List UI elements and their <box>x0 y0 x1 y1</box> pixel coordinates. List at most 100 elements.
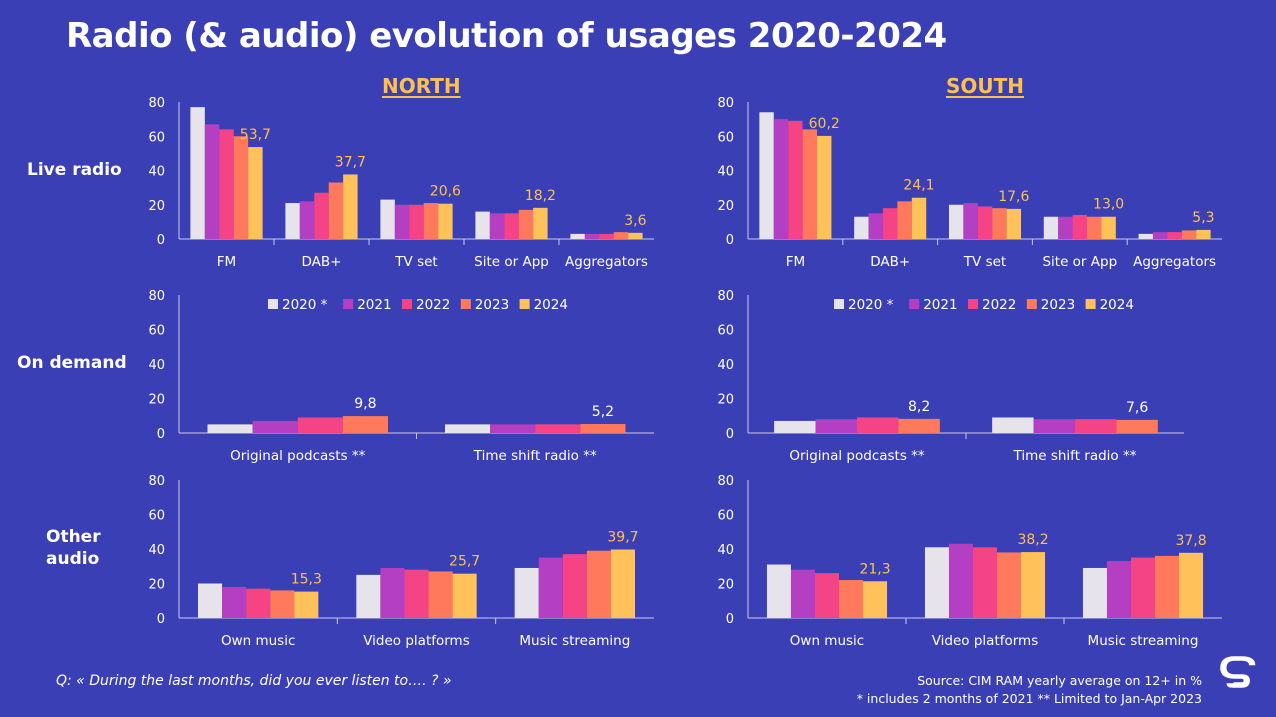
south-ondemand-legend-swatch <box>1026 299 1037 309</box>
south-ondemand-bar <box>815 419 857 433</box>
north-live-ytick-label: 40 <box>148 165 165 180</box>
north-live-bar <box>570 233 585 239</box>
north-other-bar <box>428 571 453 618</box>
south-ondemand-legend-swatch <box>834 299 844 309</box>
south-live-category-label: Site or App <box>1042 254 1117 270</box>
north-ondemand-legend-label: 2021 <box>357 297 391 313</box>
north-live-ytick-label: 0 <box>157 233 165 248</box>
south-live-category-label: FM <box>786 254 805 270</box>
south-other-bar <box>948 543 973 618</box>
north-ondemand-legend-label: 2022 <box>416 297 450 313</box>
north-live-data-label: 37,7 <box>335 154 366 170</box>
north-other-bar <box>294 591 319 618</box>
south-ondemand-legend-label: 2022 <box>982 297 1016 313</box>
row-label-other-line2: audio <box>46 549 100 569</box>
south-live-ytick-label: 40 <box>717 165 734 180</box>
north-other-ytick-label: 40 <box>148 543 165 558</box>
north-live-bar <box>233 136 249 239</box>
north-live-bar <box>409 204 424 239</box>
south-live-data-label: 24,1 <box>903 178 934 194</box>
south-ondemand-category-label: Original podcasts ** <box>789 448 925 464</box>
north-live-bar <box>533 207 548 239</box>
north-live-ytick-label: 80 <box>148 96 165 111</box>
south-ondemand-legend-label: 2024 <box>1100 297 1134 313</box>
north-live-bar <box>328 182 344 239</box>
brand-logo <box>1220 656 1256 688</box>
north-ondemand-bar <box>252 420 298 433</box>
south-live-bar <box>1152 232 1168 239</box>
north-ondemand-ytick-label: 60 <box>148 324 165 339</box>
source-line-2: * includes 2 months of 2021 ** Limited t… <box>856 691 1202 706</box>
south-other-ytick-label: 60 <box>717 509 734 524</box>
south-live-bar <box>897 201 912 239</box>
south-ondemand-bar <box>1116 419 1158 433</box>
north-ondemand-ytick-label: 80 <box>148 289 165 304</box>
north-live-bar <box>248 147 263 239</box>
south-ondemand-ytick-label: 80 <box>717 289 734 304</box>
north-live-data-label: 20,6 <box>430 184 461 200</box>
north-other-ytick-label: 80 <box>148 474 165 489</box>
south-ondemand-ytick-label: 60 <box>717 324 734 339</box>
south-ondemand-legend-swatch <box>909 299 920 309</box>
north-ondemand-ytick-label: 20 <box>148 393 165 408</box>
south-other-data-label: 38,2 <box>1017 532 1048 548</box>
row-label-other-line1: Other <box>46 527 101 547</box>
south-ondemand-data-label: 7,6 <box>1126 400 1148 416</box>
south-ondemand-bar <box>992 417 1034 433</box>
south-live-data-label: 13,0 <box>1093 197 1124 213</box>
south-other-ytick-label: 0 <box>726 612 734 627</box>
south-live-bar <box>1058 216 1073 239</box>
south-live-ytick-label: 60 <box>717 130 734 145</box>
north-ondemand-legend-swatch <box>343 299 354 309</box>
north-ondemand-bar <box>207 424 253 433</box>
south-live-bar <box>773 119 789 239</box>
north-other-data-label: 25,7 <box>449 554 480 570</box>
north-live-bar <box>438 203 453 239</box>
south-live-data-label: 17,6 <box>998 189 1029 205</box>
south-ondemand-bar <box>774 420 816 433</box>
south-other-bar <box>814 573 840 618</box>
north-ondemand-ytick-label: 40 <box>148 358 165 373</box>
north-live-category-label: TV set <box>394 254 437 270</box>
north-live-data-label: 53,7 <box>240 127 271 143</box>
south-other-bar <box>766 564 791 618</box>
north-other-bar <box>404 569 429 618</box>
north-ondemand-data-label: 9,8 <box>354 396 376 412</box>
north-ondemand-bar <box>297 417 343 433</box>
south-ondemand-legend-label: 2021 <box>923 297 957 313</box>
north-live-bar <box>285 203 300 239</box>
south-ondemand-ytick-label: 20 <box>717 393 734 408</box>
north-live-bar <box>343 174 358 239</box>
north-live-category-label: FM <box>217 254 236 270</box>
north-other-ytick-label: 20 <box>148 578 165 593</box>
south-live-ytick-label: 20 <box>717 199 734 214</box>
north-live-bar <box>584 233 600 239</box>
north-live-bar <box>394 204 410 239</box>
north-live-bar <box>314 192 329 239</box>
south-live-bar <box>992 208 1007 239</box>
south-live-category-label: DAB+ <box>870 254 910 270</box>
south-ondemand-data-label: 8,2 <box>908 399 930 415</box>
north-live-ytick-label: 60 <box>148 130 165 145</box>
north-other-category-label: Music streaming <box>519 633 630 649</box>
south-live-bar <box>1101 216 1116 239</box>
south-other-bar <box>972 547 998 618</box>
south-other-bar <box>924 547 949 618</box>
north-ondemand-bar <box>535 424 581 433</box>
north-other-category-label: Own music <box>221 633 295 649</box>
survey-question: Q: « During the last months, did you eve… <box>56 673 452 689</box>
north-other-bar <box>222 586 247 618</box>
north-live-bar <box>613 232 629 239</box>
north-live-category-label: Site or App <box>474 254 549 270</box>
north-live-bar <box>475 211 490 239</box>
north-ondemand-legend-label: 2023 <box>475 297 509 313</box>
north-live-category-label: Aggregators <box>565 254 648 270</box>
south-live-ytick-label: 0 <box>726 233 734 248</box>
north-ondemand-ytick-label: 0 <box>157 427 165 442</box>
north-live-bar <box>219 129 234 239</box>
row-label-on-demand: On demand <box>17 353 127 373</box>
north-other-bar <box>562 554 587 618</box>
south-other-category-label: Video platforms <box>932 633 1039 649</box>
row-label-live-radio: Live radio <box>27 160 122 180</box>
